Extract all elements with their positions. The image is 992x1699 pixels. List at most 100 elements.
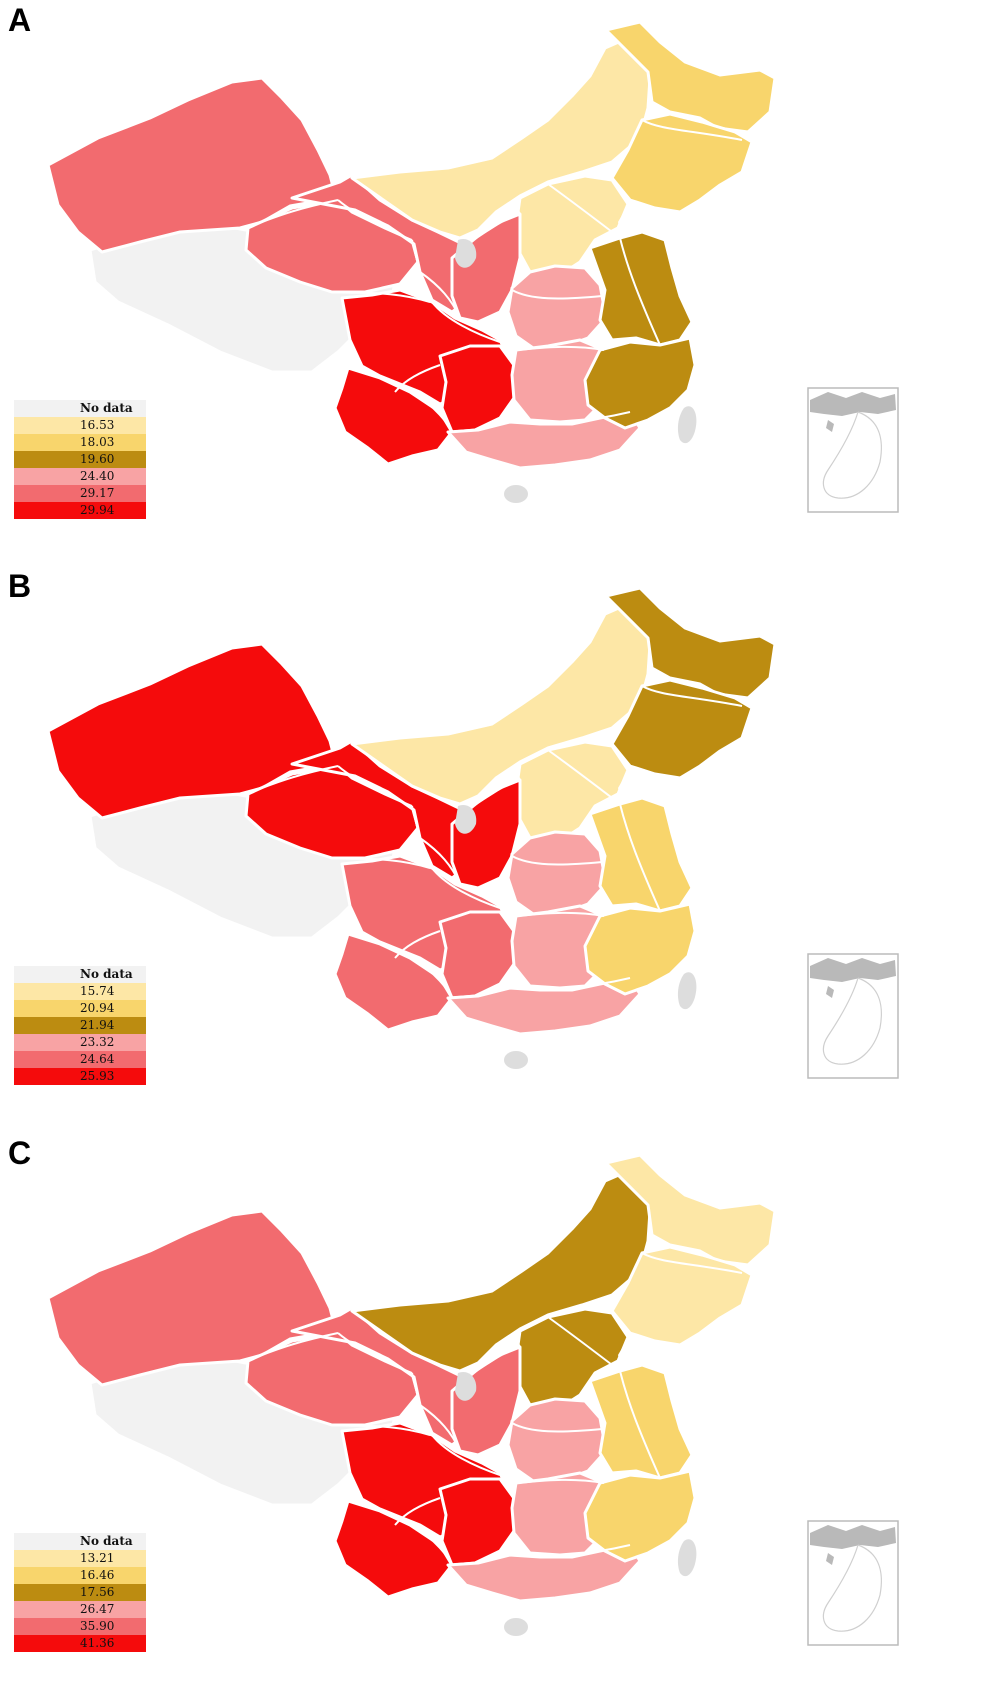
province-boundary <box>509 411 631 424</box>
province-boundary <box>547 749 621 805</box>
legend-swatch <box>14 417 146 434</box>
province-boundary <box>515 345 605 351</box>
inset-island <box>826 420 834 432</box>
china-choropleth-map <box>46 20 899 513</box>
legend-swatch <box>14 1533 146 1550</box>
province-boundary <box>399 1372 420 1420</box>
legend-item: 24.64 <box>14 1051 146 1068</box>
hainan-island <box>504 485 528 503</box>
panel-letter: A <box>8 2 32 38</box>
legend-label: 17.56 <box>80 1585 115 1599</box>
province-boundary <box>431 1434 501 1476</box>
province-boundary <box>641 685 743 707</box>
ningxia-region <box>455 238 477 268</box>
province-boundary <box>379 375 447 423</box>
legend-swatch <box>14 966 146 983</box>
inset-island <box>826 986 834 998</box>
province-boundary <box>337 199 413 241</box>
legend-swatch <box>14 1584 146 1601</box>
legend: No data 16.53 18.03 19.60 24.40 29.17 29.94 <box>14 400 146 519</box>
province-boundary <box>331 1424 431 1436</box>
region-inner-mongolia <box>350 602 652 806</box>
inset-coastline <box>810 392 896 416</box>
map-panel-b: B No data 15.74 20.94 21.94 23.32 24.64 25.93 <box>0 566 992 1132</box>
legend-label: 15.74 <box>80 984 115 998</box>
province-boundary <box>511 855 603 866</box>
legend-label: No data <box>80 1534 133 1548</box>
legend-swatch <box>14 400 146 417</box>
legend-item: 18.03 <box>14 434 146 451</box>
province-boundary <box>399 239 420 287</box>
province-boundary <box>499 311 517 351</box>
province-boundary <box>619 803 661 912</box>
province-boundary <box>515 1478 605 1484</box>
legend-item: 23.32 <box>14 1034 146 1051</box>
region-fujian-zhejiang <box>583 1469 697 1563</box>
region-inner-mongolia <box>350 1169 652 1373</box>
region-central <box>506 264 608 352</box>
region-jilin-liaoning <box>610 1245 754 1347</box>
bohai-gulf <box>618 771 646 801</box>
province-boundary <box>394 364 441 393</box>
province-boundary <box>511 1422 603 1433</box>
province-boundary <box>419 837 461 885</box>
province-boundary <box>511 289 603 300</box>
legend-label: 13.21 <box>80 1551 115 1565</box>
legend-label: 29.94 <box>80 503 115 517</box>
legend-item: 29.17 <box>14 485 146 502</box>
legend-swatch <box>14 1635 146 1652</box>
region-east-coast <box>588 1363 694 1480</box>
province-boundary <box>641 1252 743 1274</box>
legend-swatch <box>14 1068 146 1085</box>
legend: No data 15.74 20.94 21.94 23.32 24.64 25.93 <box>14 966 146 1085</box>
legend-item: 20.94 <box>14 1000 146 1017</box>
legend-swatch <box>14 1034 146 1051</box>
legend-swatch <box>14 1550 146 1567</box>
bohai-gulf <box>618 205 646 235</box>
province-boundary <box>399 805 420 853</box>
map-panel-c: C No data 13.21 16.46 17.56 26.47 35.90 41.36 <box>0 1133 992 1699</box>
legend-swatch <box>14 485 146 502</box>
province-boundary <box>509 1544 631 1557</box>
province-boundary <box>515 911 605 917</box>
region-guizhou-chongqing <box>438 344 518 434</box>
south-china-sea-inset <box>807 953 899 1079</box>
province-boundary <box>547 183 621 239</box>
inset-nine-dash-line <box>822 977 882 1065</box>
legend-item: 24.40 <box>14 468 146 485</box>
region-fujian-zhejiang <box>583 902 697 996</box>
legend-item: No data <box>14 400 146 417</box>
province-boundary <box>499 877 517 917</box>
legend-item: 35.90 <box>14 1618 146 1635</box>
legend-swatch <box>14 1000 146 1017</box>
legend-swatch <box>14 1601 146 1618</box>
legend-swatch <box>14 1051 146 1068</box>
inset-coastline <box>810 1525 896 1549</box>
legend-swatch <box>14 1017 146 1034</box>
legend-label: 35.90 <box>80 1619 115 1633</box>
map-panel-a: A No data 16.53 18.03 19.60 24.40 29.17 29.94 <box>0 0 992 566</box>
province-boundary <box>547 1316 621 1372</box>
legend-label: No data <box>80 967 133 981</box>
legend-label: 24.64 <box>80 1052 115 1066</box>
china-choropleth-map <box>46 586 899 1079</box>
province-boundary <box>394 1497 441 1526</box>
region-fujian-zhejiang <box>583 336 697 430</box>
legend-swatch <box>14 468 146 485</box>
region-east-coast <box>588 796 694 913</box>
ningxia-region <box>455 1371 477 1401</box>
legend-item: 13.21 <box>14 1550 146 1567</box>
legend-label: 16.46 <box>80 1568 115 1582</box>
province-boundary <box>509 977 631 990</box>
legend-item: 41.36 <box>14 1635 146 1652</box>
region-guizhou-chongqing <box>438 1477 518 1567</box>
inset-island <box>826 1553 834 1565</box>
region-jilin-liaoning <box>610 678 754 780</box>
province-boundary <box>261 765 339 789</box>
taiwan-island <box>677 1539 697 1577</box>
legend-label: 23.32 <box>80 1035 115 1049</box>
province-boundary <box>331 857 431 869</box>
legend-label: 41.36 <box>80 1636 115 1650</box>
province-boundary <box>337 1332 413 1374</box>
legend-label: 26.47 <box>80 1602 115 1616</box>
